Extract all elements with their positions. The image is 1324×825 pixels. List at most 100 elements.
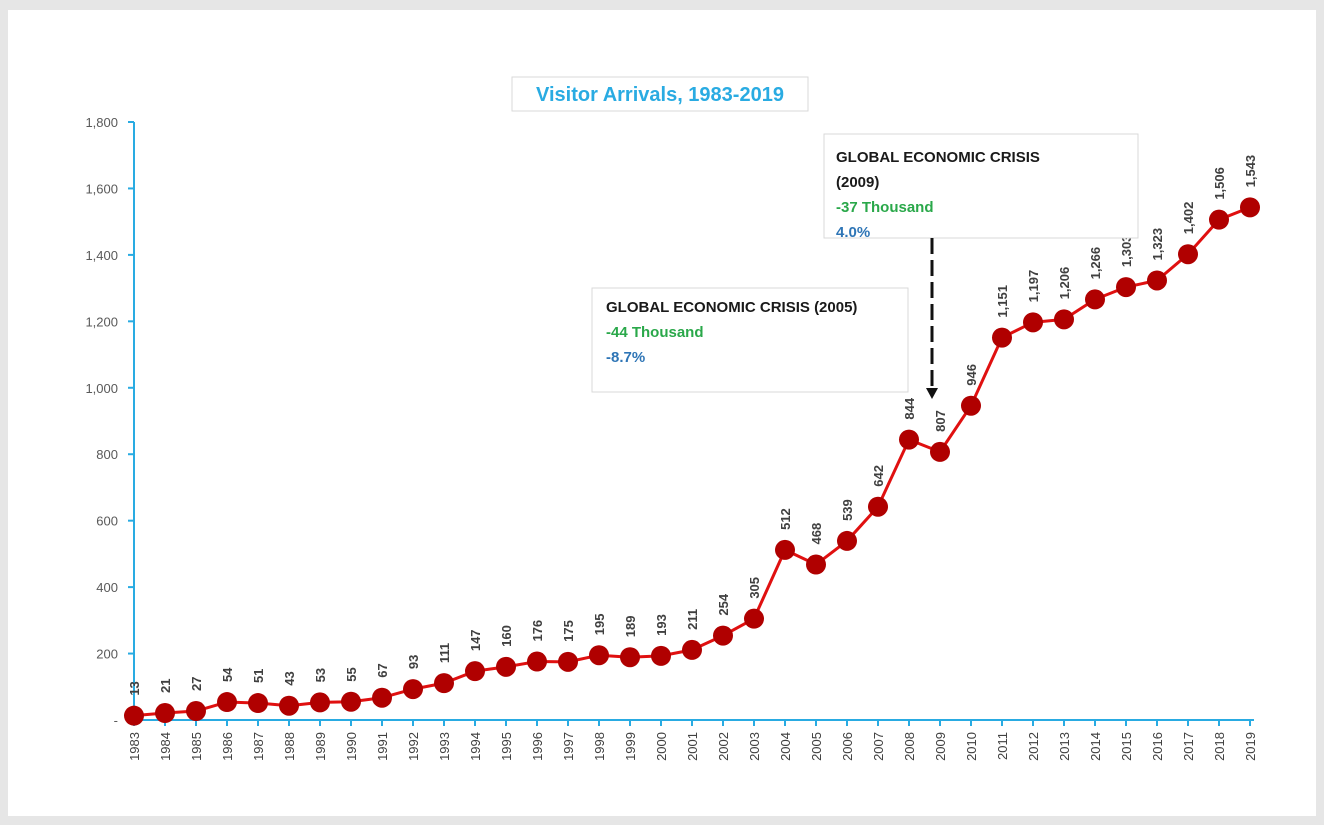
annotation-2009-change: -37 Thousand — [836, 199, 934, 216]
x-tick-label: 2005 — [809, 732, 824, 761]
annotation-2005-change: -44 Thousand — [606, 324, 704, 341]
x-tick-label: 2014 — [1088, 732, 1103, 761]
x-tick-label: 2013 — [1057, 732, 1072, 761]
data-point-1991 — [372, 687, 392, 708]
data-label-1985: 27 — [189, 677, 204, 691]
data-label-2005: 468 — [809, 523, 824, 545]
x-tick-label: 1994 — [468, 732, 483, 761]
data-label-2014: 1,266 — [1088, 247, 1103, 280]
x-tick-label: 2018 — [1212, 732, 1227, 761]
data-label-2004: 512 — [778, 508, 793, 530]
chart-title: Visitor Arrivals, 1983-2019 — [536, 84, 784, 106]
x-tick-label: 1991 — [375, 732, 390, 761]
data-point-2000 — [651, 645, 671, 666]
y-tick-label: 1,200 — [85, 314, 118, 329]
data-point-1992 — [403, 679, 423, 700]
annotation-2005: GLOBAL ECONOMIC CRISIS (2005) -44 Thousa… — [591, 287, 909, 393]
y-tick-label: 400 — [96, 580, 118, 595]
series-line — [133, 205, 1251, 718]
data-label-1990: 55 — [344, 667, 359, 681]
chart-title-group: Visitor Arrivals, 1983-2019 — [511, 76, 809, 112]
x-tick-label: 1995 — [499, 732, 514, 761]
data-label-2019: 1,543 — [1243, 155, 1258, 188]
chart-title-box — [511, 76, 809, 112]
data-point-1995 — [496, 656, 516, 677]
data-label-2006: 539 — [840, 499, 855, 521]
y-tick-label: 800 — [96, 447, 118, 462]
annotation-2009-title-line2: (2009) — [836, 174, 879, 191]
annotation-2009-box — [823, 133, 1139, 239]
data-point-1986 — [217, 692, 237, 713]
data-point-2006 — [837, 530, 857, 551]
data-label-2011: 1,151 — [995, 285, 1010, 318]
data-label-2001: 211 — [685, 609, 700, 630]
data-label-2007: 642 — [871, 465, 886, 487]
data-point-2013 — [1054, 309, 1074, 330]
arrow-head — [926, 388, 938, 399]
x-tick-label: 1989 — [313, 732, 328, 761]
x-tick-labels: 1983 1984 1985 1986 1987 1988 1989 1990 1991 1992… — [127, 732, 1258, 761]
data-label-1995: 160 — [499, 625, 514, 647]
data-label-2009: 807 — [933, 410, 948, 432]
data-label-2017: 1,402 — [1181, 202, 1196, 235]
data-point-2003 — [744, 608, 764, 629]
data-label-2003: 305 — [747, 577, 762, 599]
data-label-2008: 844 — [902, 397, 917, 419]
x-tick-label: 2002 — [716, 732, 731, 761]
x-tick-label: 1985 — [189, 732, 204, 761]
data-point-2018 — [1209, 209, 1229, 230]
x-tick-label: 2011 — [995, 732, 1010, 760]
data-point-2014 — [1085, 289, 1105, 310]
data-label-1989: 53 — [313, 668, 328, 682]
data-label-2002: 254 — [716, 593, 731, 615]
y-tick-labels: - 200 400 600 800 1,000 1,200 1,400 1,600 1,800 — [85, 115, 118, 728]
x-tick-label: 2006 — [840, 732, 855, 761]
data-point-1987 — [248, 693, 268, 714]
x-tick-label: 1984 — [158, 732, 173, 761]
chart-card: Visitor Arrivals, 1983-2019 - 200 400 600 80… — [8, 10, 1316, 816]
data-point-1984 — [155, 703, 175, 724]
x-tick-label: 2019 — [1243, 732, 1258, 761]
data-point-2016 — [1147, 270, 1167, 291]
data-label-1997: 175 — [561, 620, 576, 642]
data-label-2015: 1,303 — [1119, 235, 1134, 268]
y-tick-label: 200 — [96, 647, 118, 662]
data-point-1985 — [186, 701, 206, 722]
y-tick-label: 1,600 — [85, 181, 118, 196]
x-tick-label: 2009 — [933, 732, 948, 761]
x-tick-label: 1988 — [282, 732, 297, 761]
data-label-1988: 43 — [282, 671, 297, 685]
data-label-2018: 1,506 — [1212, 167, 1227, 200]
data-label-1986: 54 — [220, 667, 235, 682]
data-label-1984: 21 — [158, 679, 173, 693]
data-label-2016: 1,323 — [1150, 228, 1165, 261]
annotation-2005-percent: -8.7% — [606, 349, 645, 366]
data-point-2008 — [899, 429, 919, 450]
y-tick-label: 1,800 — [85, 115, 118, 130]
data-point-2005 — [806, 554, 826, 575]
x-tick-label: 1992 — [406, 732, 421, 761]
x-tick-label: 1987 — [251, 732, 266, 761]
y-tick-label: 1,000 — [85, 381, 118, 396]
x-tick-label: 2003 — [747, 732, 762, 761]
x-tick-label: 1996 — [530, 732, 545, 761]
x-tick-label: 1997 — [561, 732, 576, 761]
data-point-1997 — [558, 651, 578, 672]
data-point-1990 — [341, 691, 361, 712]
data-label-1992: 93 — [406, 655, 421, 669]
axes — [128, 121, 1254, 726]
line-chart: Visitor Arrivals, 1983-2019 - 200 400 600 80… — [85, 76, 1260, 761]
data-point-1989 — [310, 692, 330, 713]
annotation-2009: GLOBAL ECONOMIC CRISIS (2009) -37 Thousa… — [823, 133, 1139, 241]
annotation-2009-arrow — [926, 238, 938, 399]
x-tick-label: 2000 — [654, 732, 669, 761]
data-point-2007 — [868, 496, 888, 517]
data-label-2010: 946 — [964, 364, 979, 386]
data-label-1996: 176 — [530, 620, 545, 642]
data-label-1998: 195 — [592, 614, 607, 636]
x-tick-label: 2015 — [1119, 732, 1134, 761]
data-label-2013: 1,206 — [1057, 267, 1072, 300]
data-point-2015 — [1116, 277, 1136, 298]
annotation-2009-title-line1: GLOBAL ECONOMIC CRISIS — [836, 149, 1040, 166]
data-point-1994 — [465, 661, 485, 682]
